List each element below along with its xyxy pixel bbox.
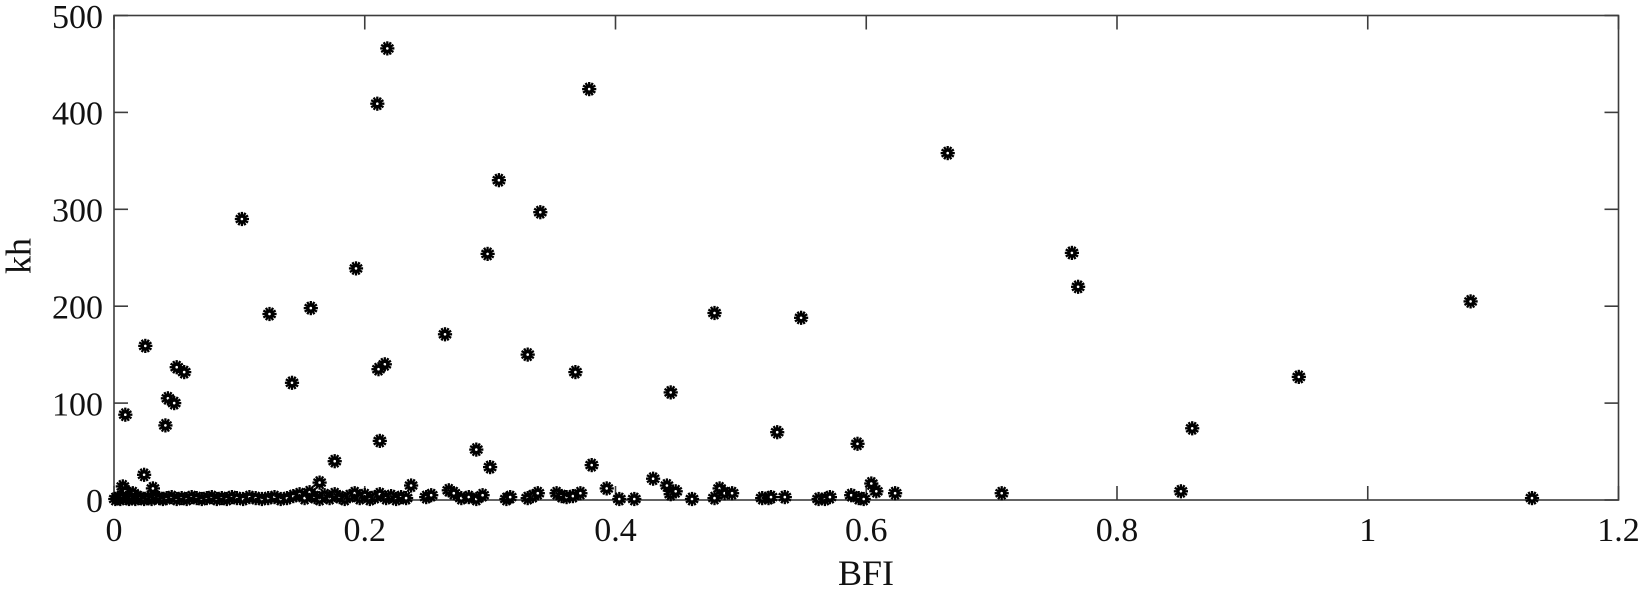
data-point-marker	[582, 81, 597, 97]
data-points	[108, 41, 1540, 507]
data-point-marker	[1463, 294, 1478, 309]
data-point-marker	[370, 96, 385, 111]
data-point-marker	[348, 261, 364, 276]
data-point-marker	[158, 418, 173, 433]
y-tick-label: 300	[52, 193, 103, 230]
data-point-marker	[1173, 484, 1189, 499]
data-point-marker	[372, 433, 387, 448]
data-point-marker	[533, 205, 548, 220]
data-point-marker	[437, 327, 453, 342]
y-tick-label: 400	[52, 96, 103, 133]
data-point-marker	[645, 471, 661, 486]
data-point-marker	[138, 338, 153, 353]
data-point-marker	[1291, 369, 1306, 384]
data-point-marker	[404, 478, 419, 493]
x-tick-labels: 0 0.2 0.4 0.6 0.8 1 1.2	[106, 512, 1640, 549]
x-tick-label: 0.4	[594, 512, 637, 549]
data-point-marker	[793, 310, 809, 325]
data-point-marker	[1185, 421, 1200, 436]
data-point-marker	[612, 491, 627, 507]
data-point-marker	[856, 491, 871, 507]
data-point-marker	[850, 436, 865, 451]
data-point-marker	[234, 211, 249, 227]
data-point-marker	[940, 146, 955, 161]
data-point-marker	[1524, 491, 1540, 506]
data-point-marker	[483, 460, 498, 475]
data-point-marker	[530, 486, 545, 501]
data-point-marker	[763, 490, 779, 505]
data-point-marker	[503, 490, 518, 505]
x-tick-label: 1	[1359, 512, 1376, 549]
data-point-marker	[1064, 245, 1080, 260]
data-point-marker	[137, 467, 152, 482]
data-point-marker	[724, 486, 740, 501]
data-point-marker	[167, 396, 182, 411]
data-point-marker	[869, 484, 884, 499]
data-point-marker	[262, 306, 277, 322]
y-tick-label: 500	[52, 0, 103, 36]
data-point-marker	[327, 454, 342, 469]
data-point-marker	[303, 301, 318, 316]
data-point-marker	[520, 347, 535, 362]
data-point-marker	[475, 488, 490, 503]
data-point-marker	[668, 484, 683, 499]
data-point-marker	[380, 41, 395, 56]
data-point-marker	[770, 425, 785, 440]
data-point-marker	[371, 362, 386, 377]
data-point-marker	[347, 486, 362, 501]
axis-ticks	[113, 14, 1620, 501]
data-point-marker	[284, 375, 300, 390]
data-point-marker	[118, 407, 133, 422]
y-axis-label: kh	[0, 238, 39, 274]
data-point-marker	[994, 486, 1009, 501]
data-point-marker	[584, 458, 599, 473]
y-tick-labels: 0 100 200 300 400 500	[52, 0, 103, 520]
data-point-marker	[822, 490, 838, 505]
x-tick-label: 1.2	[1597, 512, 1640, 549]
data-point-marker	[491, 173, 506, 188]
data-point-marker	[573, 486, 588, 501]
y-tick-label: 0	[86, 483, 103, 520]
data-point-marker	[1070, 279, 1086, 294]
data-point-marker	[887, 486, 903, 501]
data-point-marker	[599, 481, 614, 496]
data-point-marker	[424, 488, 439, 503]
data-point-marker	[480, 246, 495, 261]
y-tick-label: 200	[52, 289, 103, 326]
x-tick-label: 0	[106, 512, 123, 549]
y-tick-label: 100	[52, 386, 103, 423]
data-point-marker	[684, 491, 700, 507]
data-point-marker	[663, 385, 678, 400]
x-tick-label: 0.6	[845, 512, 888, 549]
x-tick-label: 0.2	[344, 512, 387, 549]
data-point-marker	[177, 365, 192, 380]
data-point-marker	[707, 305, 722, 321]
data-point-marker	[469, 442, 484, 457]
data-point-marker	[312, 475, 327, 490]
x-axis-label: BFI	[838, 553, 894, 593]
data-point-marker	[568, 365, 583, 380]
x-tick-label: 0.8	[1096, 512, 1139, 549]
plot-box	[113, 14, 1620, 501]
data-point-marker	[399, 491, 414, 506]
data-point-marker	[777, 490, 792, 505]
data-point-marker	[627, 491, 642, 507]
